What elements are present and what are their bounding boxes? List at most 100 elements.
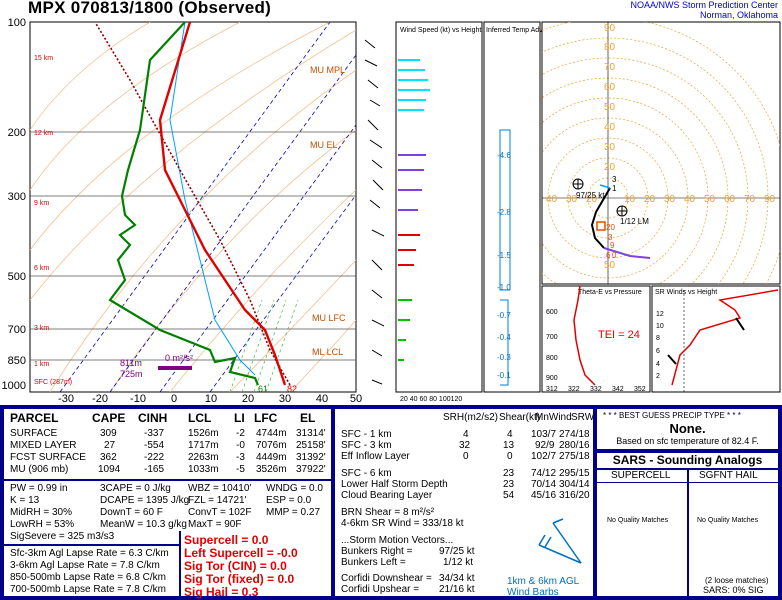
thetae-p: 900 [546, 375, 558, 382]
sfc-temp: 82 [287, 384, 297, 394]
mu-lfc-label: MU LFC [312, 313, 346, 323]
hodo-bunkers-right: 97/25 kt [576, 191, 605, 200]
hodo-bunkers-left: 1/12 LM [620, 217, 649, 226]
height-label: 12 km [34, 130, 53, 137]
hodo-num: 9 [610, 241, 615, 250]
height-label: 6 km [34, 265, 49, 272]
temp-tick: 0 [171, 393, 177, 405]
srw-h: 12 [656, 311, 664, 318]
hodo-x: 10 [624, 194, 636, 205]
hodo-x: 40 [684, 194, 696, 205]
thetae-p: 600 [546, 309, 558, 316]
pressure-label: 300 [8, 191, 26, 203]
brn-shear: BRN Shear = 8 m²/s² [341, 507, 435, 518]
srw-title: SR Winds vs Height [655, 289, 717, 296]
parcel-header: LI [234, 411, 245, 425]
thetae-x: 342 [612, 386, 624, 393]
height-label: SFC (287m) [34, 379, 72, 386]
srh-label: 0 m²/s² [165, 353, 193, 363]
spc-line-2: Norman, Oklahoma [699, 10, 778, 20]
pressure-label: 1000 [2, 380, 26, 392]
srw-h: 2 [656, 373, 660, 380]
precip-value: None. [669, 421, 706, 436]
parcel-table: PARCEL CAPE CINH LCL LI LFC EL SURFACE 30… [4, 409, 331, 599]
kin-header: MnWind [535, 412, 572, 423]
wind-speed-ticks: 20 40 60 80 100120 [400, 396, 462, 403]
height-label: 9 km [34, 200, 49, 207]
precip-type-box: * * * BEST GUESS PRECIP TYPE * * * None.… [597, 409, 778, 449]
ml-lcl-label: ML LCL [312, 347, 343, 357]
pressure-label: 700 [8, 324, 26, 336]
hodo-x: 20 [586, 194, 598, 205]
thetae-p: 800 [546, 355, 558, 362]
hodograph: 90 80 70 60 50 40 30 20 50 40 30 20 10 2… [541, 21, 781, 285]
thetae-x: 332 [590, 386, 602, 393]
mu-mpl-label: MU MPL [310, 65, 345, 75]
srw-h: 8 [656, 335, 660, 342]
thetae-x: 312 [546, 386, 558, 393]
tei-value: TEI = 24 [598, 329, 640, 341]
hodo-x: 90 [764, 194, 776, 205]
height-725: 725m [120, 369, 143, 379]
parcel-header: CAPE [92, 411, 126, 425]
srw-h: 10 [656, 323, 664, 330]
srw-h: 6 [656, 348, 660, 355]
hodo-ring: 50 [604, 260, 616, 271]
hodo-ring: 70 [604, 62, 616, 73]
adv-value: -1.5 [497, 251, 511, 260]
hodo-num: 6 [606, 251, 611, 260]
pressure-label: 500 [8, 271, 26, 283]
height-label: 15 km [34, 55, 53, 62]
spc-line-1: NOAA/NWS Storm Prediction Center [630, 0, 778, 10]
barb-label: 1km & 6km AGL [507, 576, 580, 587]
sars-supercell-matches: No Quality Matches [607, 517, 669, 524]
parcel-header: LCL [188, 411, 212, 425]
thetae-x: 322 [568, 386, 580, 393]
thetae-x: 352 [634, 386, 646, 393]
hodo-ring: 60 [604, 82, 616, 93]
hodo-ring: 90 [604, 23, 616, 34]
hodo-x: 30 [664, 194, 676, 205]
kin-header: SRH(m2/s2) [443, 412, 499, 423]
temp-tick: 40 [316, 393, 328, 405]
sars-supercell-header: SUPERCELL [611, 470, 671, 481]
srw-h: 4 [656, 361, 660, 368]
sr-winds-panel: SR Winds vs Height 12 10 8 6 4 2 [651, 285, 781, 393]
adv-value: -0.7 [497, 311, 511, 320]
hodo-x: 50 [704, 194, 716, 205]
hodo-x: 20 [644, 194, 656, 205]
hodo-ring: 20 [604, 162, 616, 173]
kinematics-table: SRH(m2/s2) Shear(kt) MnWind SRW SFC - 1 … [335, 409, 595, 598]
hodo-x: 60 [724, 194, 736, 205]
temp-tick: 20 [242, 393, 254, 405]
height-label: 3 km [34, 325, 49, 332]
temp-tick: -30 [58, 393, 74, 405]
motion-title: ...Storm Motion Vectors... [341, 535, 454, 546]
adv-value: -1.0 [497, 283, 511, 292]
temp-tick: -10 [130, 393, 146, 405]
hodo-x: 70 [744, 194, 756, 205]
hodo-x: 30 [566, 194, 578, 205]
sr-wind-46: 4-6km SR Wind = 333/18 kt [341, 518, 464, 529]
pressure-label: 850 [8, 355, 26, 367]
sars-loose: (2 loose matches) [705, 576, 769, 585]
temp-advection-panel: Inferred Temp Advection (C / hr) -4.6 -2… [483, 21, 585, 393]
height-811: 811m [120, 358, 142, 368]
hodo-num: 20 [606, 223, 615, 232]
precip-basis: Based on sfc temperature of 82.4 F. [616, 436, 759, 446]
wind-barbs [364, 39, 385, 385]
parameter-tables: PARCEL CAPE CINH LCL LI LFC EL SURFACE 30… [0, 405, 782, 600]
adv-value: -4.6 [497, 151, 511, 160]
kin-header: SRW [571, 412, 595, 423]
temp-tick: 50 [350, 393, 362, 405]
skewt-diagram: 15 km 12 km 9 km 6 km 3 km 1 km SFC (287… [2, 17, 363, 405]
adv-value: -0.3 [497, 353, 511, 362]
barb-label: Wind Barbs [507, 587, 559, 598]
sounding-title: MPX 070813/1800 (Observed) [28, 0, 272, 17]
sars-hail-header: SGFNT HAIL [699, 470, 758, 481]
sars-title: SARS - Sounding Analogs [612, 453, 763, 467]
temp-tick: 10 [205, 393, 217, 405]
temp-tick: 30 [279, 393, 291, 405]
kin-header: Shear(kt) [499, 412, 541, 423]
thetae-title: Theta-E vs Pressure [578, 289, 642, 296]
